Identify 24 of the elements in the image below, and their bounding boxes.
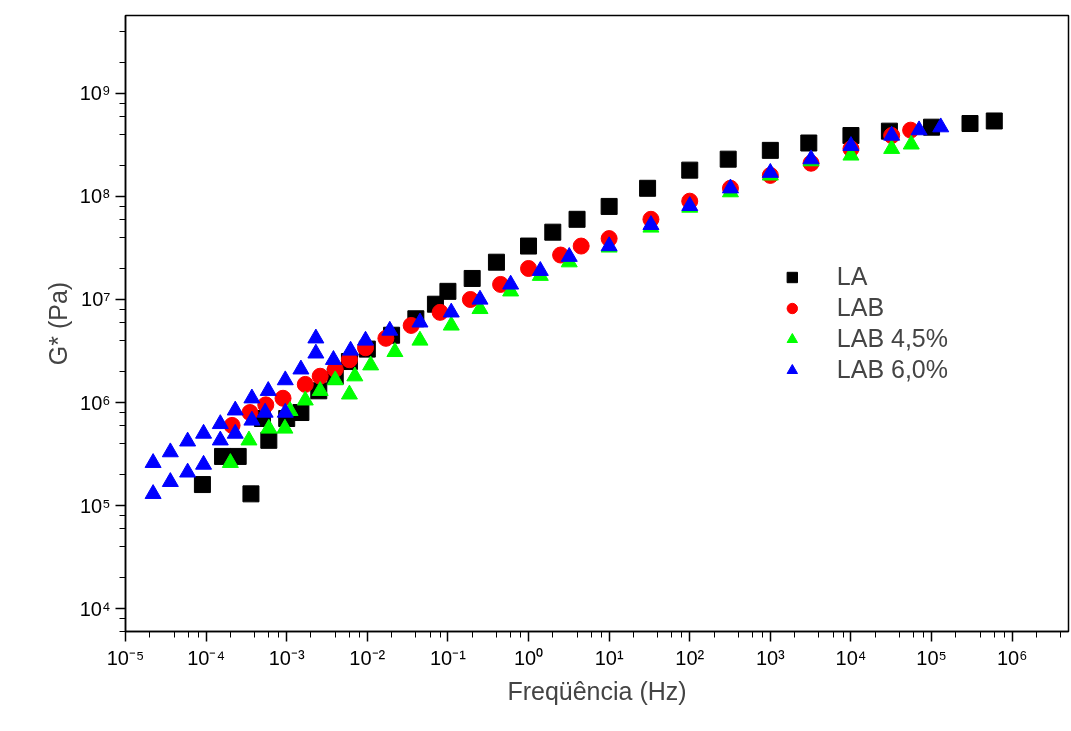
x-tick-label: 10⁻⁴ — [187, 646, 226, 669]
y-tick-label: 10⁸ — [79, 185, 111, 208]
x-axis-title: Freqüência (Hz) — [507, 676, 687, 705]
x-tick-label: 10⁻² — [349, 646, 386, 669]
y-tick-label: 10⁹ — [79, 82, 111, 105]
y-tick-label: 10⁴ — [79, 597, 111, 620]
x-tick-label: 10³ — [755, 646, 786, 669]
legend-label: LAB 4,5% — [836, 324, 948, 353]
y-tick-label: 10⁶ — [80, 391, 111, 414]
y-axis-title: G* (Pa) — [43, 281, 72, 366]
x-tick-label: 10¹ — [594, 646, 624, 669]
x-tick-label: 10⁴ — [835, 646, 867, 669]
x-tick-label: 10⁶ — [996, 646, 1028, 669]
legend-label: LAB 6,0% — [836, 355, 948, 384]
x-tick-label: 10⁻¹ — [429, 646, 467, 669]
x-tick-label: 10² — [675, 646, 705, 669]
legend-label: LAB — [836, 293, 885, 322]
legend-label: LA — [836, 262, 868, 291]
x-tick-label: 10⁻⁵ — [106, 646, 145, 669]
x-tick-label: 10⁻³ — [268, 646, 305, 669]
x-tick-label: 10⁰ — [513, 646, 544, 669]
x-tick-label: 10⁵ — [916, 646, 947, 669]
y-tick-label: 10⁵ — [79, 494, 111, 517]
y-tick-label: 10⁷ — [81, 288, 111, 311]
